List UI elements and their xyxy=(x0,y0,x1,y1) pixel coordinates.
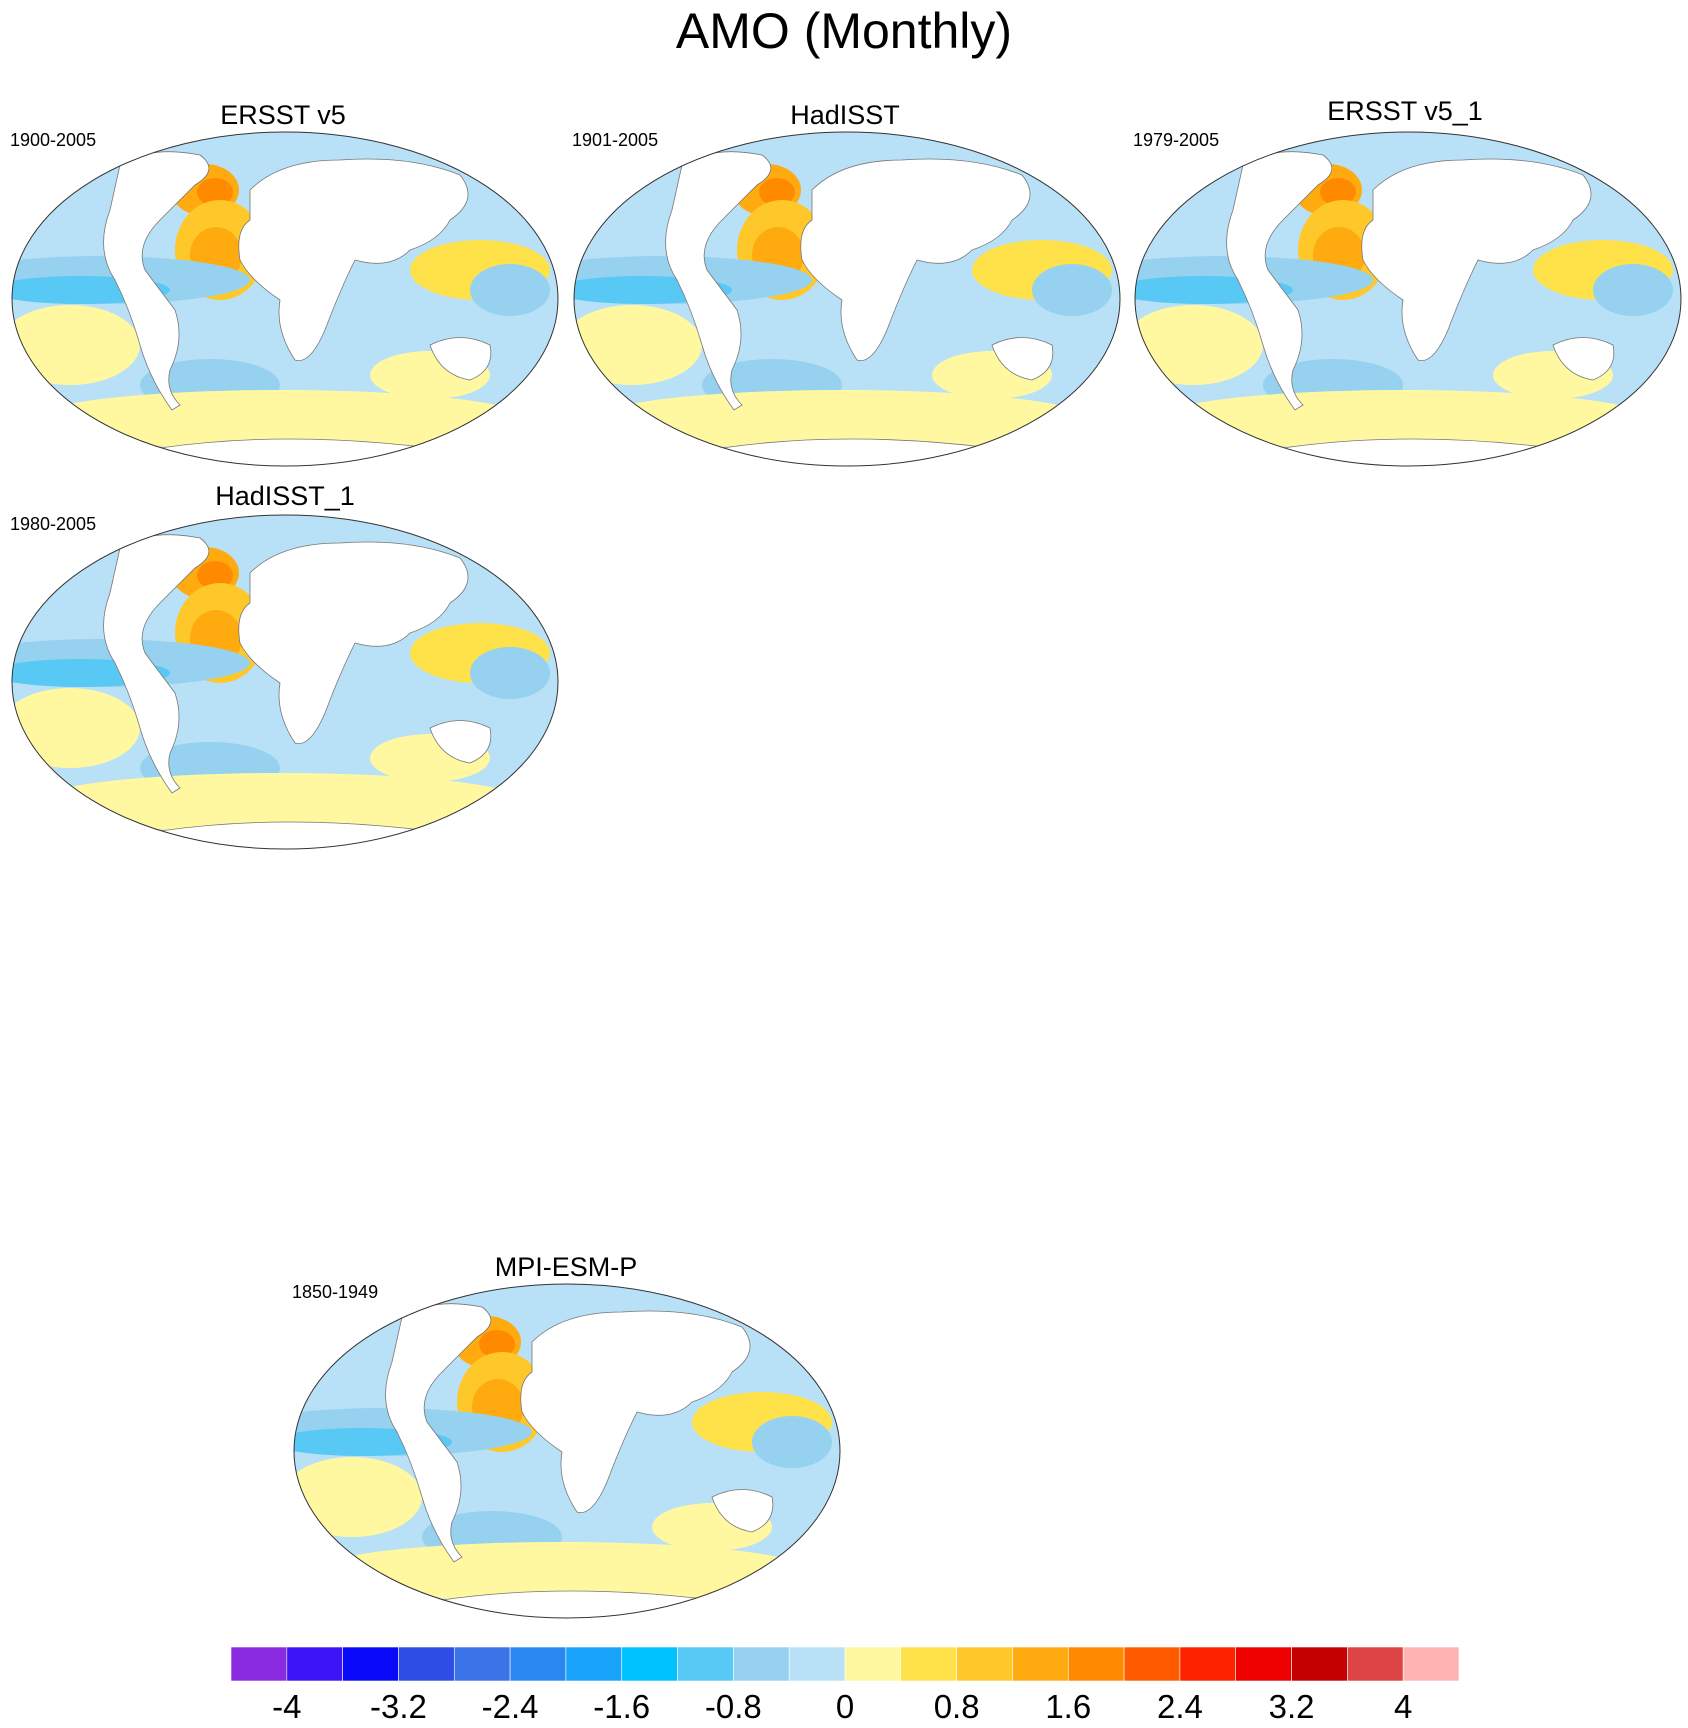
map-hadisst-1 xyxy=(10,513,560,851)
colorbar-box-9 xyxy=(733,1646,790,1682)
colorbar-tick-label: -2.4 xyxy=(481,1688,539,1725)
panel-title-hadisst-1: HadISST_1 xyxy=(215,481,355,511)
colorbar-box-13 xyxy=(956,1646,1013,1682)
colorbar-tick-label: 2.4 xyxy=(1156,1688,1203,1725)
colorbar-box-15 xyxy=(1067,1646,1125,1682)
map-ersst-v5-1 xyxy=(1133,130,1683,468)
panel-title-mpi-esm-p: MPI-ESM-P xyxy=(494,1252,638,1282)
colorbar-box-8 xyxy=(677,1646,734,1682)
panel-period-mpi-esm-p: 1850-1949 xyxy=(292,1282,379,1302)
colorbar-tick-label: -4 xyxy=(272,1688,302,1725)
panel-title-hadisst: HadISST xyxy=(790,100,900,130)
colorbar-tick-label: 4 xyxy=(1393,1688,1413,1725)
colorbar-box-20 xyxy=(1347,1646,1404,1682)
panel-title-ersst-v5-1: ERSST v5_1 xyxy=(1327,96,1483,126)
colorbar-box-14 xyxy=(1012,1646,1069,1682)
panel-period-ersst-v5: 1900-2005 xyxy=(10,130,97,150)
panel-period-hadisst: 1901-2005 xyxy=(572,130,659,150)
panel-period-hadisst-1: 1980-2005 xyxy=(10,514,97,534)
figure-title: AMO (Monthly) xyxy=(675,3,1013,59)
colorbar-box-10 xyxy=(788,1646,846,1682)
colorbar-box-17 xyxy=(1179,1646,1237,1682)
colorbar-tick-label: -1.6 xyxy=(593,1688,651,1725)
colorbar-tick-label: 0 xyxy=(835,1688,855,1725)
map-hadisst xyxy=(572,130,1122,468)
colorbar-box-5 xyxy=(509,1646,567,1682)
colorbar-box-1 xyxy=(286,1646,343,1682)
colorbar-tick-label: -0.8 xyxy=(704,1688,762,1725)
colorbar-box-12 xyxy=(900,1646,957,1682)
map-ersst-v5 xyxy=(10,130,560,468)
colorbar-tick-label: 0.8 xyxy=(933,1688,980,1725)
colorbar-box-6 xyxy=(565,1646,623,1682)
colorbar-tick-label: -3.2 xyxy=(370,1688,427,1725)
map-mpi-esm-p xyxy=(292,1282,842,1620)
colorbar-box-16 xyxy=(1123,1646,1181,1682)
colorbar-box-2 xyxy=(342,1646,399,1682)
colorbar-box-0 xyxy=(230,1646,288,1682)
colorbar xyxy=(230,1646,1460,1682)
panel-title-ersst-v5: ERSST v5 xyxy=(220,100,346,130)
colorbar-box-19 xyxy=(1291,1646,1348,1682)
colorbar-tick-label: 3.2 xyxy=(1268,1688,1315,1725)
panel-period-ersst-v5-1: 1979-2005 xyxy=(1133,130,1220,150)
colorbar-box-4 xyxy=(453,1646,511,1682)
colorbar-box-18 xyxy=(1235,1646,1292,1682)
colorbar-box-3 xyxy=(398,1646,455,1682)
colorbar-box-7 xyxy=(621,1646,678,1682)
colorbar-box-11 xyxy=(844,1646,902,1682)
colorbar-tick-label: 1.6 xyxy=(1045,1688,1092,1725)
colorbar-box-21 xyxy=(1402,1646,1460,1682)
